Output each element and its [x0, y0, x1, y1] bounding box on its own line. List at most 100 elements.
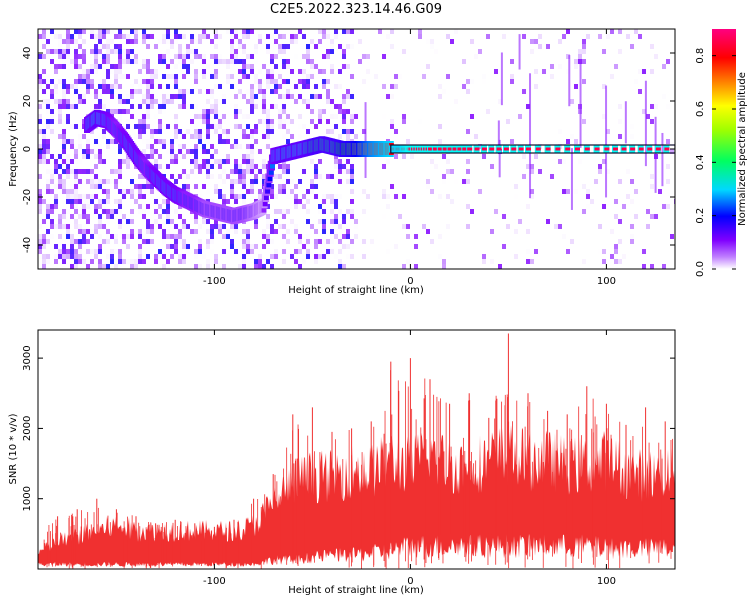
heat-cell	[206, 139, 210, 144]
heat-cell	[322, 154, 326, 159]
heat-cell	[498, 99, 502, 104]
heat-cell	[570, 134, 574, 139]
heat-cell	[266, 34, 270, 39]
heat-cell	[474, 54, 478, 59]
heat-cell	[162, 39, 166, 44]
heat-cell	[182, 254, 186, 259]
heat-cell	[262, 94, 266, 99]
heat-cell	[650, 44, 654, 49]
heat-cell	[246, 134, 250, 139]
heat-cell	[322, 54, 326, 59]
heat-cell	[282, 124, 286, 129]
heat-cell	[454, 179, 458, 184]
x-tick-label: 100	[597, 576, 616, 587]
heat-cell	[290, 189, 294, 194]
heat-cell	[346, 134, 350, 139]
heat-cell	[106, 209, 110, 214]
heat-cell	[610, 29, 614, 34]
heat-cell	[478, 189, 482, 194]
heat-cell	[58, 109, 62, 114]
heat-cell	[218, 134, 222, 139]
heat-cell	[614, 214, 618, 219]
heat-cell	[230, 159, 234, 164]
heat-cell	[302, 74, 306, 79]
heat-cell	[442, 264, 446, 269]
heat-cell	[246, 34, 250, 39]
heat-cell	[50, 169, 54, 174]
heat-cell	[586, 204, 590, 209]
heat-cell	[306, 74, 310, 79]
heat-cell	[270, 34, 274, 39]
heat-cell	[322, 194, 326, 199]
heat-cell	[210, 54, 214, 59]
heat-cell	[338, 109, 342, 114]
bottom-x-ticks: -100 0 100	[203, 330, 616, 587]
heat-cell	[110, 29, 114, 34]
heat-cell	[54, 69, 58, 74]
heat-cell	[266, 129, 270, 134]
x-tick-label: -100	[203, 576, 226, 587]
heat-cell	[294, 249, 298, 254]
heat-cell	[62, 84, 66, 89]
heat-cell	[550, 64, 554, 69]
heat-cell	[98, 89, 102, 94]
heat-cell	[70, 199, 74, 204]
heat-cell	[154, 259, 158, 264]
heat-cell	[186, 74, 190, 79]
heat-cell	[414, 244, 418, 249]
heat-cell	[110, 249, 114, 254]
heat-cell	[202, 164, 206, 169]
heat-cell	[250, 109, 254, 114]
heat-cell	[230, 84, 234, 89]
heat-cell	[150, 69, 154, 74]
heat-cell	[214, 29, 218, 34]
heat-cell	[182, 244, 186, 249]
heat-cell	[326, 89, 330, 94]
heat-cell	[178, 259, 182, 264]
heat-cell	[274, 249, 278, 254]
heat-cell	[102, 34, 106, 39]
heat-cell	[46, 99, 50, 104]
heat-cell	[146, 84, 150, 89]
heat-cell	[234, 39, 238, 44]
heat-cell	[562, 159, 566, 164]
heat-cell	[138, 249, 142, 254]
heat-cell	[350, 254, 354, 259]
heat-cell	[134, 59, 138, 64]
heat-cell	[666, 59, 670, 64]
heat-cell	[546, 219, 550, 224]
heat-cell	[338, 214, 342, 219]
heat-cell	[66, 39, 70, 44]
heat-cell	[58, 184, 62, 189]
heat-cell	[386, 249, 390, 254]
heat-cell	[114, 209, 118, 214]
heat-cell	[542, 69, 546, 74]
heat-streak	[661, 132, 664, 187]
heat-cell	[174, 134, 178, 139]
heat-cell	[94, 184, 98, 189]
heat-cell	[250, 129, 254, 134]
heat-cell	[282, 29, 286, 34]
heat-cell	[194, 229, 198, 234]
heat-cell	[114, 74, 118, 79]
heat-cell	[330, 199, 334, 204]
ridge-cell	[638, 147, 644, 151]
heat-cell	[270, 89, 274, 94]
heat-cell	[50, 94, 54, 99]
heat-cell	[186, 129, 190, 134]
heat-cell	[78, 169, 82, 174]
heat-cell	[98, 94, 102, 99]
heat-cell	[442, 174, 446, 179]
heat-cell	[294, 204, 298, 209]
heat-cell	[174, 224, 178, 229]
heat-cell	[146, 34, 150, 39]
heat-cell	[54, 174, 58, 179]
ridge-cell	[447, 147, 453, 151]
heat-cell	[162, 199, 166, 204]
heat-cell	[254, 129, 258, 134]
heat-cell	[78, 214, 82, 219]
heat-cell	[98, 64, 102, 69]
heat-cell	[286, 254, 290, 259]
heat-cell	[42, 199, 46, 204]
heat-cell	[126, 159, 130, 164]
